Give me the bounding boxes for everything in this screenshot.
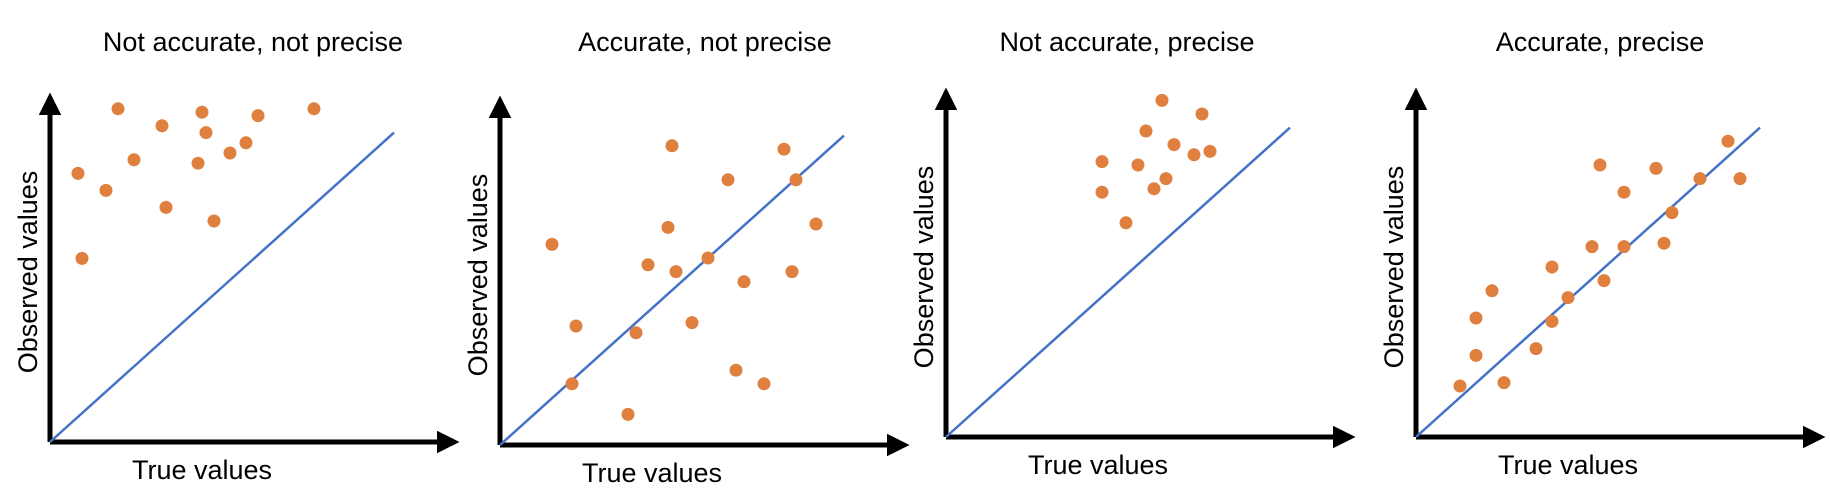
data-point bbox=[1139, 124, 1153, 138]
data-point bbox=[75, 251, 89, 265]
data-point bbox=[729, 363, 743, 377]
data-point bbox=[1649, 161, 1663, 175]
data-point bbox=[721, 173, 735, 187]
data-point bbox=[1561, 291, 1575, 305]
reference-line bbox=[49, 131, 395, 443]
data-point bbox=[1155, 93, 1169, 107]
panel-title: Not accurate, precise bbox=[999, 27, 1254, 57]
data-point bbox=[1597, 274, 1611, 288]
data-point bbox=[701, 251, 715, 265]
scatter-panel-3: Not accurate, precise True values Observed… bbox=[909, 27, 1356, 480]
data-point bbox=[1147, 182, 1161, 196]
data-point bbox=[665, 139, 679, 153]
data-point bbox=[641, 258, 655, 272]
data-point bbox=[1469, 348, 1483, 362]
data-point bbox=[669, 265, 683, 279]
data-point bbox=[785, 265, 799, 279]
data-point bbox=[155, 119, 169, 133]
data-point bbox=[1453, 379, 1467, 393]
data-point bbox=[1721, 134, 1735, 148]
data-point bbox=[1159, 172, 1173, 186]
reference-line bbox=[945, 126, 1291, 438]
data-point bbox=[1693, 172, 1707, 186]
data-point bbox=[307, 102, 321, 116]
data-point bbox=[1095, 185, 1109, 199]
data-point bbox=[757, 377, 771, 391]
data-point bbox=[251, 109, 265, 123]
x-axis-label: True values bbox=[582, 458, 722, 488]
reference-line bbox=[1415, 126, 1761, 438]
data-point bbox=[1469, 311, 1483, 325]
data-point bbox=[1187, 148, 1201, 162]
data-point bbox=[1545, 314, 1559, 328]
data-point bbox=[99, 183, 113, 197]
data-point bbox=[809, 217, 823, 231]
data-point bbox=[1585, 240, 1599, 254]
data-point bbox=[545, 237, 559, 251]
data-point bbox=[1657, 236, 1671, 250]
data-point bbox=[1131, 158, 1145, 172]
y-axis-label: Observed values bbox=[909, 166, 939, 369]
data-point bbox=[111, 102, 125, 116]
panel-title: Accurate, precise bbox=[1496, 27, 1705, 57]
data-point bbox=[685, 316, 699, 330]
data-point bbox=[629, 326, 643, 340]
data-point bbox=[159, 200, 173, 214]
data-point bbox=[127, 153, 141, 167]
data-point bbox=[1485, 284, 1499, 298]
data-point bbox=[1529, 342, 1543, 356]
data-point bbox=[777, 142, 791, 156]
data-point bbox=[1593, 158, 1607, 172]
scatter-panel-1: Not accurate, not precise True values Obse… bbox=[13, 27, 460, 485]
data-point bbox=[1617, 185, 1631, 199]
reference-line bbox=[499, 134, 845, 446]
data-point bbox=[1203, 144, 1217, 158]
data-point bbox=[207, 214, 221, 228]
data-point bbox=[1167, 138, 1181, 152]
y-axis-label: Observed values bbox=[1379, 166, 1409, 369]
x-axis-label: True values bbox=[1028, 450, 1168, 480]
data-point bbox=[1119, 216, 1133, 230]
x-axis-label: True values bbox=[1498, 450, 1638, 480]
scatter-panel-2: Accurate, not precise True values Observed… bbox=[463, 27, 910, 488]
data-point bbox=[621, 407, 635, 421]
data-point bbox=[195, 105, 209, 119]
data-point bbox=[565, 377, 579, 391]
data-point bbox=[71, 166, 85, 180]
data-point bbox=[1195, 107, 1209, 121]
data-point bbox=[191, 156, 205, 170]
data-point bbox=[789, 173, 803, 187]
data-point bbox=[1095, 155, 1109, 169]
scatter-panel-4: Accurate, precise True values Observed val… bbox=[1379, 27, 1826, 480]
data-point bbox=[661, 220, 675, 234]
data-point bbox=[737, 275, 751, 289]
y-axis-label: Observed values bbox=[463, 174, 493, 377]
data-point bbox=[239, 136, 253, 150]
data-point bbox=[199, 126, 213, 140]
y-axis-label: Observed values bbox=[13, 171, 43, 374]
data-point bbox=[569, 319, 583, 333]
x-axis-label: True values bbox=[132, 455, 272, 485]
data-point bbox=[1617, 240, 1631, 254]
data-point bbox=[1665, 206, 1679, 220]
data-point bbox=[1497, 376, 1511, 390]
data-point bbox=[1545, 260, 1559, 274]
panel-title: Accurate, not precise bbox=[578, 27, 832, 57]
data-point bbox=[1733, 172, 1747, 186]
data-point bbox=[223, 146, 237, 160]
panel-title: Not accurate, not precise bbox=[103, 27, 403, 57]
